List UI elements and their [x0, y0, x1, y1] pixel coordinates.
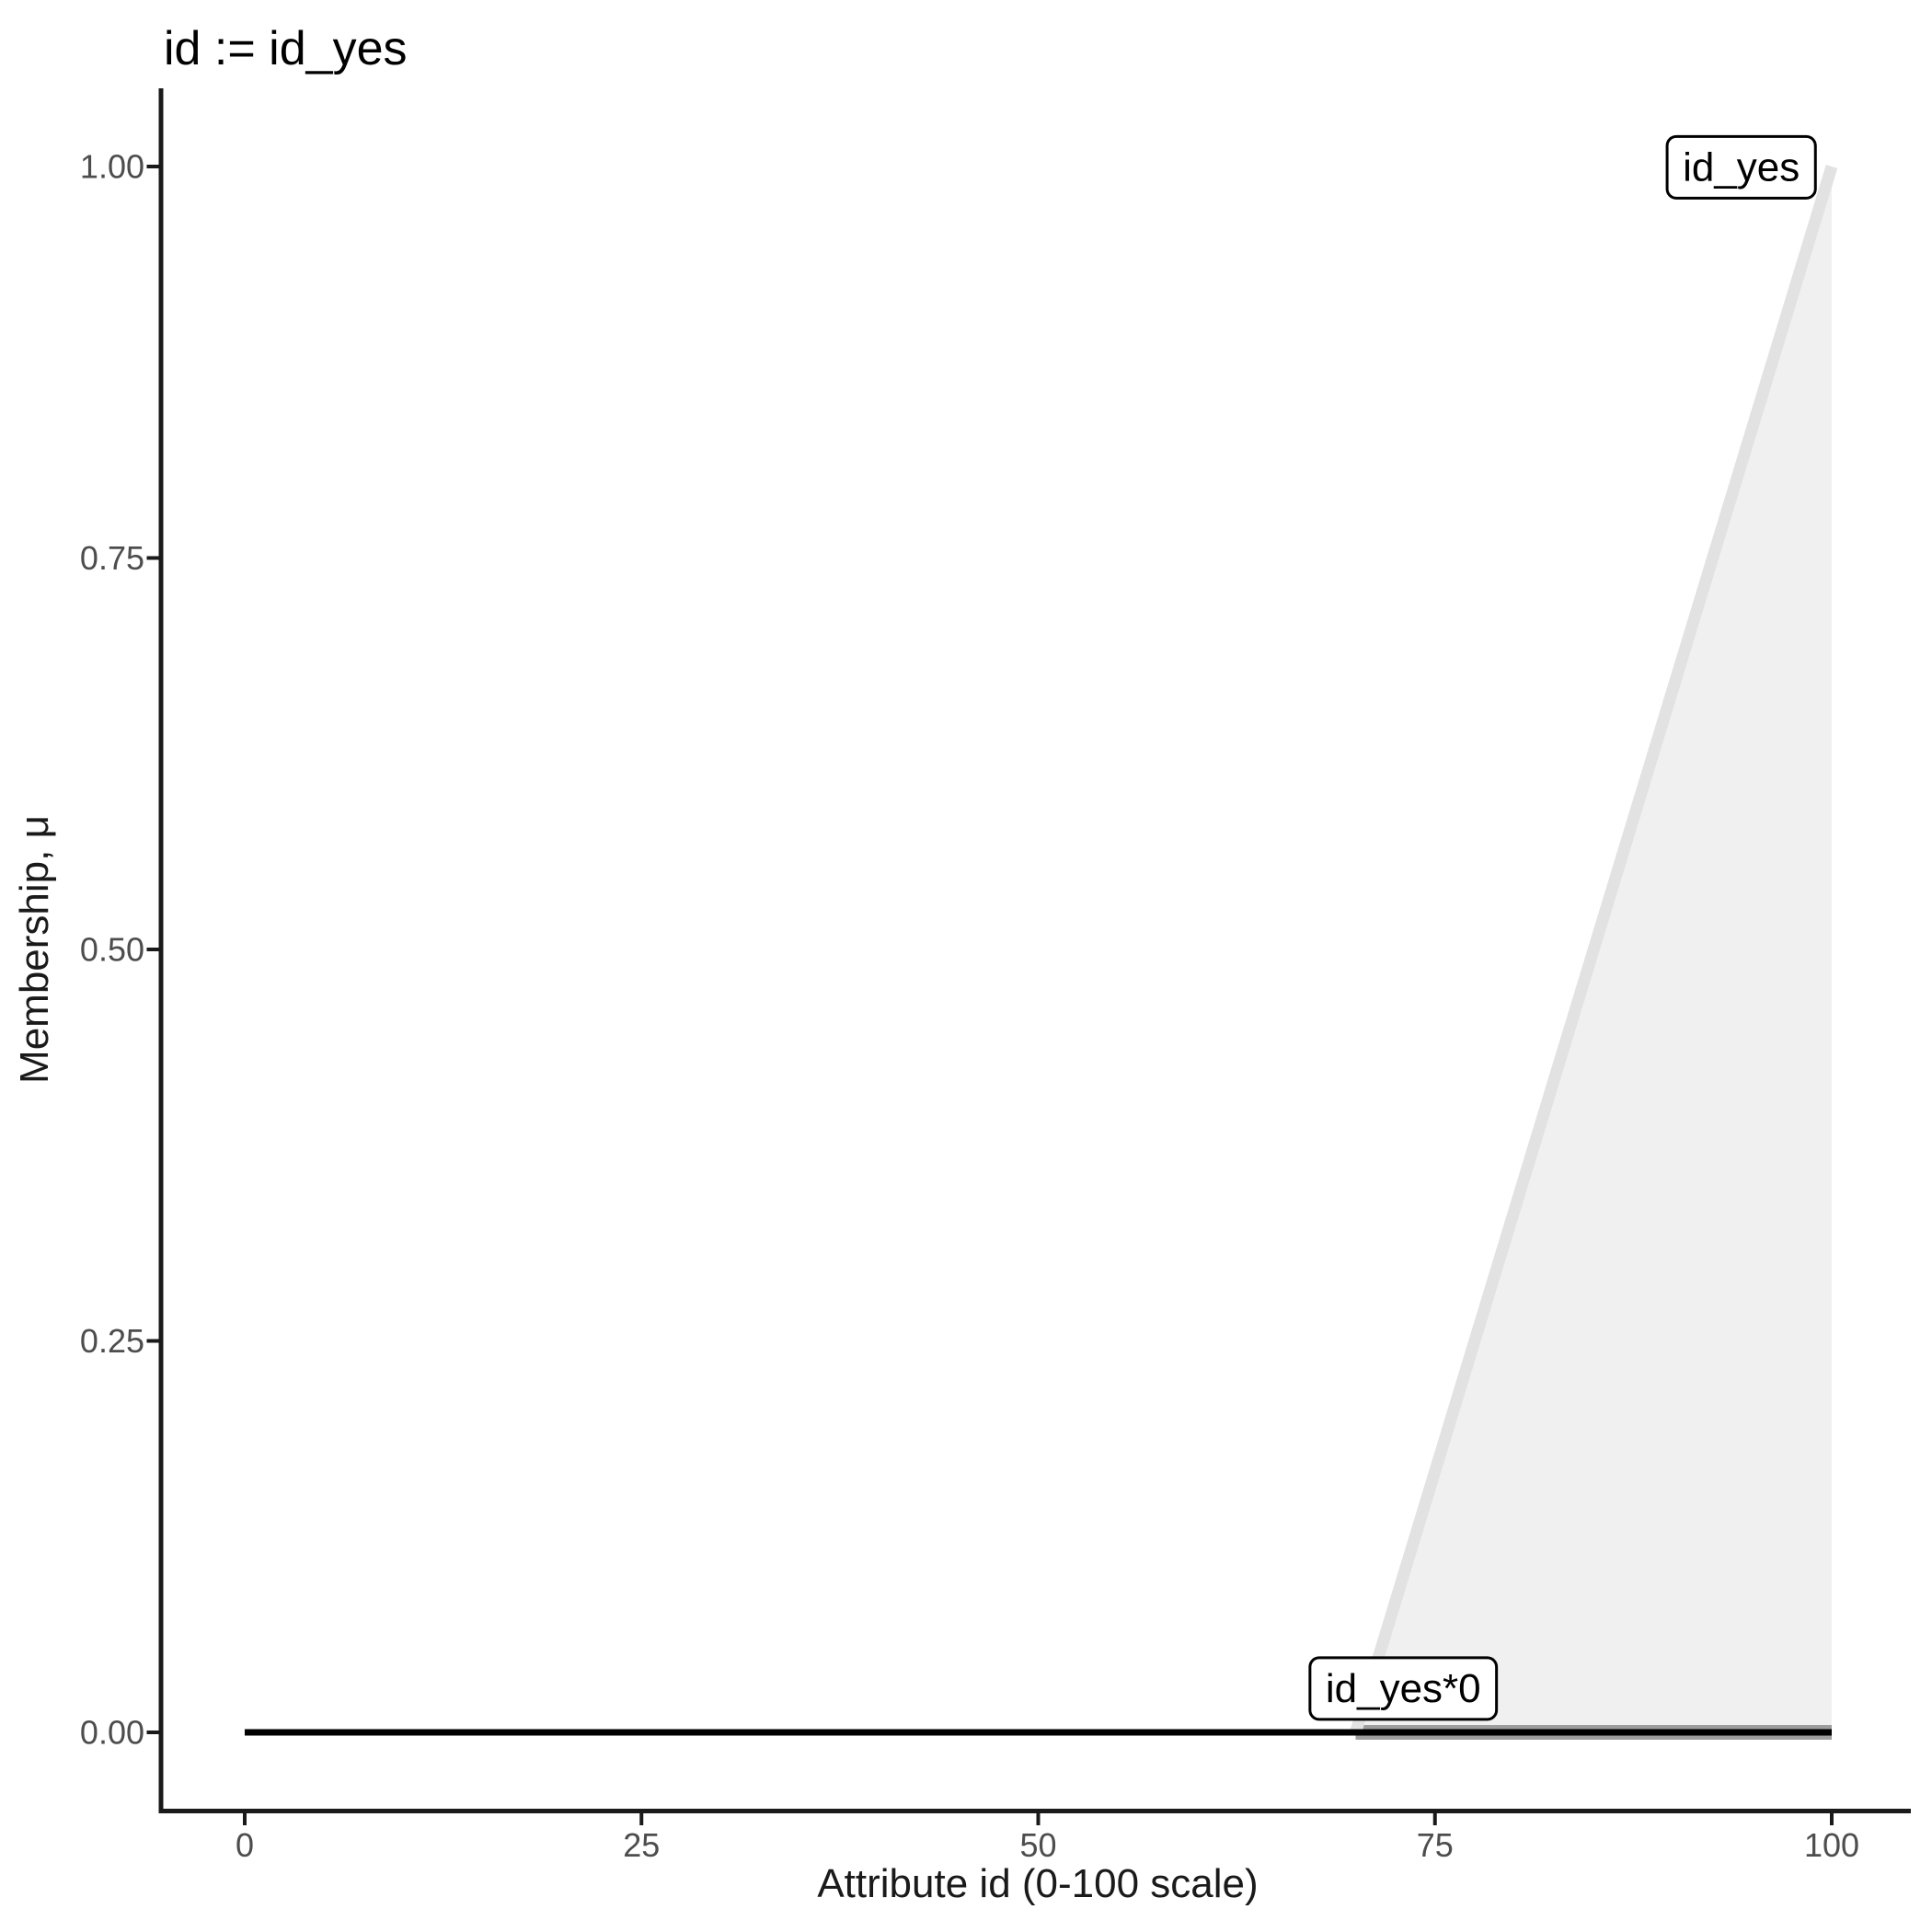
annotation-id-yes-0: id_yes*0 [1308, 1656, 1499, 1721]
chart-title: id := id_yes [164, 22, 408, 75]
y-tick-label: 1.00 [80, 148, 144, 186]
x-axis-title: Attribute id (0-100 scale) [817, 1861, 1258, 1906]
annotation-id-yes: id_yes [1665, 134, 1817, 200]
y-tick-label: 0.75 [80, 539, 144, 577]
x-tick-label: 0 [236, 1826, 254, 1864]
x-tick-label: 100 [1804, 1826, 1859, 1864]
annotation-box-id-yes-0 [1308, 1656, 1499, 1721]
axes-layer [158, 88, 1911, 1813]
annotation-label-id-yes-0: id_yes*0 [1326, 1666, 1481, 1711]
line-layer [245, 165, 1838, 1740]
x-tick-label: 25 [623, 1826, 660, 1864]
annotation-box-id-yes [1665, 134, 1817, 200]
ticks-layer: 0 25 50 75 100 0.00 0.25 0.50 0.75 1.00 [80, 148, 1859, 1864]
y-axis-title: Membership, μ [12, 815, 57, 1084]
annotations-layer: id_yes id_yes*0 [1308, 134, 1817, 1721]
y-tick-label: 0.50 [80, 931, 144, 969]
x-tick-label: 75 [1417, 1826, 1454, 1864]
y-tick-label: 0.00 [80, 1714, 144, 1752]
annotation-label-id-yes: id_yes [1683, 144, 1800, 190]
x-tick-label: 50 [1019, 1826, 1056, 1864]
y-tick-label: 0.25 [80, 1322, 144, 1360]
membership-line-id-yes [1350, 165, 1838, 1734]
